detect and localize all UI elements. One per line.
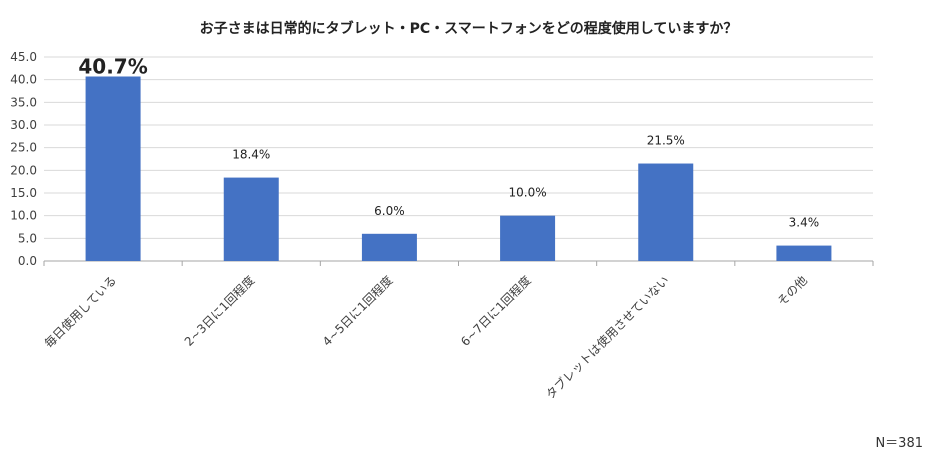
y-tick-label: 35.0 (10, 95, 37, 109)
data-label: 10.0% (509, 186, 547, 200)
gridlines (44, 56, 873, 262)
bar (638, 163, 694, 261)
data-label: 3.4% (789, 216, 820, 230)
category-label: タブレットは使用させていない (542, 273, 671, 402)
bar (500, 215, 556, 261)
data-label: 6.0% (374, 204, 405, 218)
bars (85, 76, 832, 261)
y-tick-label: 30.0 (10, 118, 37, 132)
category-label: 毎日使用している (41, 273, 119, 351)
y-tick-label: 10.0 (10, 209, 37, 223)
y-axis-ticks: 0.0 5.0 10.0 15.0 20.0 25.0 30.0 35.0 40.0 45.0 (10, 50, 37, 268)
y-tick-label: 40.0 (10, 73, 37, 87)
y-tick-label: 0.0 (18, 254, 37, 268)
data-label: 18.4% (232, 148, 270, 162)
y-tick-label: 45.0 (10, 50, 37, 64)
chart-title: お子さまは日常的にタブレット・PC・スマートフォンをどの程度使用していますか？ (199, 21, 738, 37)
category-labels: 毎日使用している 2~3日に1回程度 4~5日に1回程度 6~7日に1回程度 タブレット… (41, 273, 810, 402)
bar (223, 177, 279, 261)
data-labels: 40.7% 18.4% 6.0% 10.0% 21.5% 3.4% (78, 54, 819, 229)
data-label: 40.7% (78, 54, 147, 78)
y-tick-label: 20.0 (10, 163, 37, 177)
y-tick-label: 25.0 (10, 141, 37, 155)
x-axis-ticks (43, 261, 874, 266)
category-label: その他 (775, 273, 810, 308)
category-label: 4~5日に1回程度 (319, 273, 395, 349)
y-tick-label: 5.0 (18, 231, 37, 245)
category-label: 6~7日に1回程度 (457, 273, 533, 349)
data-label: 21.5% (647, 134, 685, 148)
y-tick-label: 15.0 (10, 186, 37, 200)
category-label: 2~3日に1回程度 (181, 273, 257, 349)
bar (85, 76, 141, 261)
bar (361, 233, 417, 261)
bar (776, 245, 832, 261)
sample-size-note: N＝381 (875, 436, 923, 451)
